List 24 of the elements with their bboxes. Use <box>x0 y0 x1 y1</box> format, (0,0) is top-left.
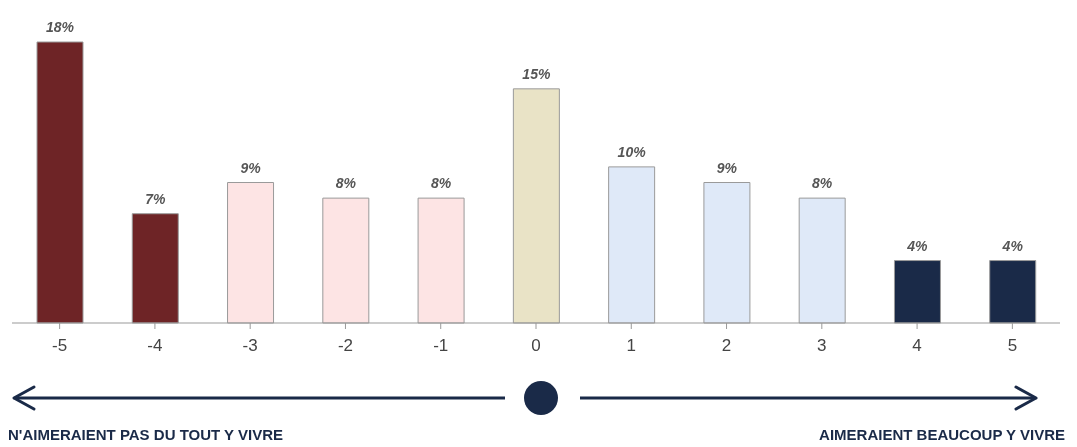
x-tick-label: -4 <box>147 336 163 356</box>
x-tick-label: 2 <box>721 336 732 356</box>
x-tick-label: 4 <box>912 336 922 356</box>
data-label: 8% <box>430 175 452 192</box>
data-label: 7% <box>145 190 166 207</box>
text: N'AIMERAIENT PAS DU TOUT Y VIVRE <box>8 426 283 443</box>
data-label: 8% <box>335 175 357 192</box>
x-tick-label: -5 <box>52 336 68 356</box>
data-label: 9% <box>240 159 262 176</box>
x-tick-label: 1 <box>626 336 637 356</box>
x-tick-label: 3 <box>817 336 827 356</box>
data-label: 4% <box>1001 237 1024 254</box>
x-tick-label: -3 <box>242 336 258 356</box>
data-label: 4% <box>906 237 929 254</box>
data-label: 10% <box>617 143 647 160</box>
x-tick-label: 5 <box>1007 336 1018 356</box>
x-tick-label: -1 <box>433 336 449 356</box>
data-label: 8% <box>812 175 833 192</box>
x-tick-label: -2 <box>337 336 354 356</box>
data-label: 15% <box>522 65 551 82</box>
text: AIMERAIENT BEAUCOUP Y VIVRE <box>819 426 1065 443</box>
x-tick-label: 0 <box>531 336 541 356</box>
data-label: 9% <box>716 159 738 176</box>
data-label: 18% <box>45 19 75 35</box>
